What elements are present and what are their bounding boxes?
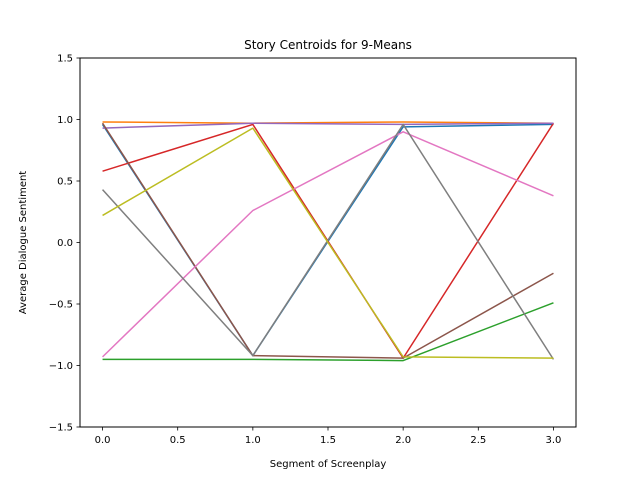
series-line-2 <box>102 121 554 124</box>
series-line-5 <box>102 122 554 129</box>
x-tick-label: 3.0 <box>546 435 562 446</box>
x-tick-label: 2.0 <box>395 435 411 446</box>
series-line-7 <box>102 131 554 358</box>
x-tick-label: 1.5 <box>320 435 336 446</box>
y-tick-label: 0.5 <box>57 177 73 188</box>
y-tick-label: 1.0 <box>57 115 73 126</box>
y-axis-label: Average Dialogue Sentiment <box>18 171 29 315</box>
y-tick-label: −1.5 <box>49 423 73 434</box>
series-line-9 <box>102 127 554 359</box>
y-axis: −1.5 −1.0 −0.5 0.0 0.5 1.0 1.5 <box>49 54 80 434</box>
x-tick-label: 1.0 <box>245 435 261 446</box>
y-tick-label: 0.0 <box>57 238 73 249</box>
chart-title: Story Centroids for 9-Means <box>244 38 412 52</box>
series-line-6 <box>101 122 554 359</box>
y-tick-label: −0.5 <box>49 300 73 311</box>
series-line-3 <box>102 302 554 362</box>
x-axis-label: Segment of Screenplay <box>270 459 387 470</box>
y-tick-label: 1.5 <box>57 54 73 65</box>
y-tick-label: −1.0 <box>49 361 73 372</box>
series-line-8 <box>101 123 555 360</box>
x-axis: 0.0 0.5 1.0 1.5 2.0 2.5 3.0 <box>95 427 562 446</box>
x-tick-label: 2.5 <box>470 435 486 446</box>
x-tick-label: 0.0 <box>95 435 111 446</box>
plot-area <box>101 121 555 362</box>
x-tick-label: 0.5 <box>170 435 186 446</box>
